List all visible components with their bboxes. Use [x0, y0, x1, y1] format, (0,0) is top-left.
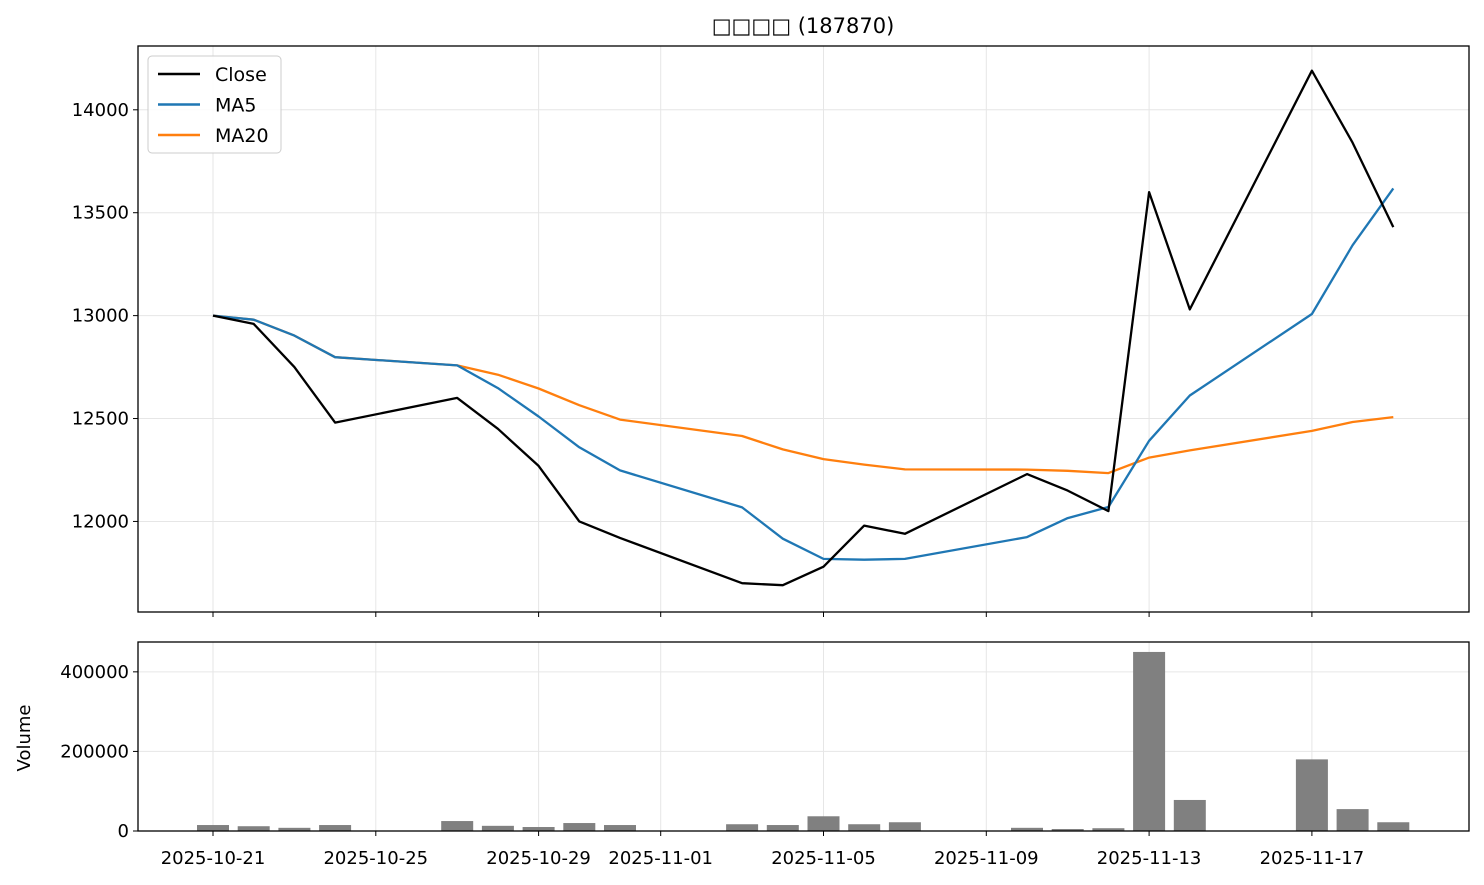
volume-bar [807, 816, 840, 831]
x-tick-label: 2025-11-05 [771, 848, 876, 869]
volume-bar [766, 825, 799, 831]
volume-bar [1377, 822, 1410, 831]
volume-panel-frame [137, 641, 1470, 832]
x-tick-label: 2025-10-25 [323, 848, 428, 869]
volume-bar [848, 824, 881, 831]
volume-bar [1173, 799, 1206, 831]
volume-bar [522, 827, 555, 831]
legend-box [147, 55, 282, 154]
volume-bar [604, 825, 636, 831]
price-panel-frame [137, 45, 1470, 613]
legend-label-ma20: MA20 [215, 125, 269, 147]
price-y-tick-label: 12500 [72, 409, 129, 430]
volume-y-tick-label: 0 [118, 821, 129, 842]
volume-bar [1051, 829, 1084, 831]
x-tick-label: 2025-10-21 [161, 848, 266, 869]
volume-bar [481, 825, 514, 831]
chart-title: □□□□ (187870) [712, 14, 895, 38]
x-tick-label: 2025-11-13 [1097, 848, 1202, 869]
x-tick-label: 2025-11-09 [934, 848, 1039, 869]
price-panel: 12000 12500 13000 13500 14000 Close MA5 MA20 [72, 45, 1470, 617]
volume-bar [1336, 809, 1369, 831]
volume-y-tick-label: 400000 [60, 662, 129, 683]
series-line-ma20 [212, 314, 1394, 475]
volume-bar [197, 825, 229, 831]
volume-bar [1011, 827, 1043, 831]
x-tick-label: 2025-10-29 [486, 848, 591, 869]
volume-bar [237, 826, 270, 831]
volume-bar [441, 821, 474, 831]
volume-bar [1092, 828, 1125, 831]
series-line-ma5 [212, 187, 1395, 561]
x-tick-label: 2025-11-01 [608, 848, 713, 869]
legend: Close MA5 MA20 [147, 55, 282, 154]
volume-bar [726, 824, 759, 831]
volume-bar [319, 825, 352, 831]
price-y-tick-label: 14000 [72, 100, 129, 121]
volume-bar [563, 823, 596, 831]
volume-panel: 2025-10-21 2025-10-25 2025-10-29 2025-11-01… [60, 641, 1470, 869]
volume-y-tick-label: 200000 [60, 741, 129, 762]
volume-bar [278, 827, 311, 831]
legend-label-close: Close [215, 64, 267, 86]
legend-label-ma5: MA5 [215, 95, 256, 117]
volume-bar [1295, 759, 1328, 831]
x-tick-label: 2025-11-17 [1260, 848, 1365, 869]
price-y-tick-label: 13000 [72, 306, 129, 327]
volume-axis-label: Volume [14, 705, 35, 772]
series-line-close [212, 69, 1395, 587]
volume-bar [888, 822, 921, 831]
volume-bar [1133, 651, 1166, 831]
price-y-tick-label: 12000 [72, 511, 129, 532]
price-y-tick-label: 13500 [72, 203, 129, 224]
